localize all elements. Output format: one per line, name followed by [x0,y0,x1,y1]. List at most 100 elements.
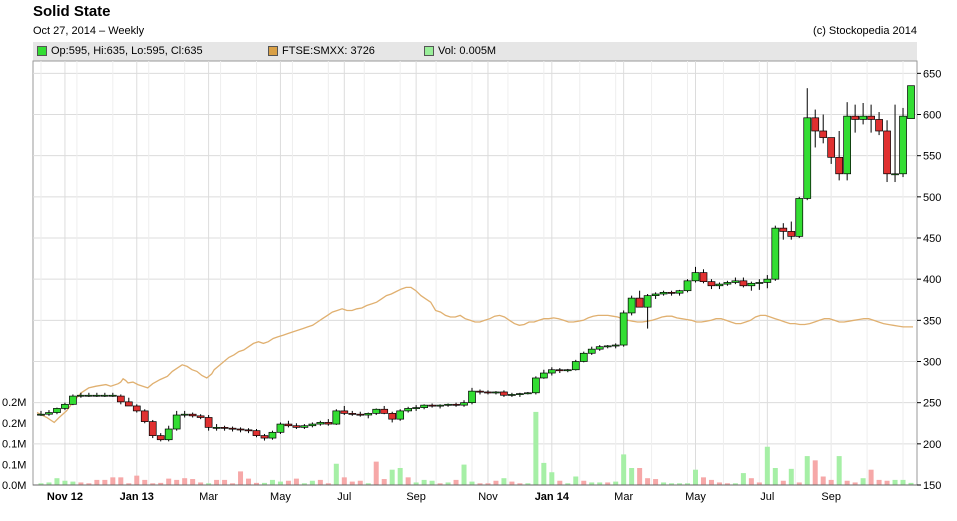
candle-body [372,408,381,414]
candle-body [835,156,844,175]
legend-item-ftse: FTSE:SMXX: 3726 [268,45,375,57]
volume-bar [756,482,762,485]
candle-body [332,410,341,425]
y-tick-label: 600 [923,110,941,122]
volume-bar [110,477,116,485]
candle-body [795,198,804,237]
x-tick-label: May [270,491,291,503]
candle-body [667,291,676,294]
volume-bar [269,479,275,485]
candle-body [547,369,556,374]
volume-bar [661,482,667,485]
candle-body [348,413,357,415]
volume-bar [206,483,212,485]
candle-body [396,410,405,420]
volume-axis-label: 0.0M [2,480,26,492]
volume-bar [238,471,244,485]
candle-body [563,369,572,372]
candle-body [100,394,109,397]
candle-body [707,281,716,287]
volume-bar [485,483,491,485]
candle-body [587,348,596,354]
candle-body [188,413,197,417]
candle-body [77,394,85,397]
candle-body [619,312,628,346]
volume-bar [469,481,475,485]
volume-bar [605,482,611,485]
y-tick-label: 500 [923,192,941,204]
volume-bar [780,480,786,485]
candle-body [292,425,301,428]
volume-bar [70,481,76,485]
candle-body [651,293,660,296]
volume-bar [613,481,619,485]
candle-body [93,394,101,397]
volume-bar [764,446,770,485]
volume-bar [868,469,874,485]
volume-bar [509,481,515,485]
volume-bar [700,477,706,485]
x-tick-label: Nov 12 [47,491,83,503]
candle-body [460,402,468,406]
volume-bar [629,468,635,485]
volume-bar [254,482,259,485]
volume-bar [341,477,347,485]
volume-bar [94,479,100,485]
candle-body [220,427,229,429]
volume-bar [477,483,483,485]
candle-body [404,408,413,412]
candle-body [803,117,812,199]
chart-title: Solid State [33,3,111,20]
candle-body [819,130,828,138]
y-tick-label: 550 [923,151,941,163]
candle-body [37,413,45,416]
candle-body [843,115,852,175]
candle-body [907,85,915,119]
candle-body [635,297,644,308]
volume-bar [876,479,882,485]
candle-body [428,404,436,407]
candle-body [45,412,53,415]
candle-body [539,372,548,379]
legend-item-volume: Vol: 0.005M [424,45,496,57]
candle-body [108,394,117,397]
volume-bar [453,479,459,485]
volume-bar [421,479,427,485]
volume-bar [860,478,866,485]
candle-body [61,403,69,409]
volume-bar [309,480,315,485]
candle-body [244,429,253,432]
volume-bar [533,411,539,485]
legend-bar: Op:595, Hi:635, Lo:595, Cl:635 FTSE:SMXX… [33,42,917,61]
ftse-line [36,286,913,424]
volume-bar [565,483,571,485]
candle-body [699,272,708,282]
candle-body [468,390,476,404]
candle-body [739,280,748,287]
candle-body [484,391,492,394]
y-tick-label: 450 [923,233,941,245]
volume-axis-label: 0.1M [2,439,26,451]
candle-body [516,393,524,395]
candle-body [771,227,780,280]
volume-bar [669,483,675,485]
candle-body [659,291,668,295]
chart-subtitle: Oct 27, 2014 – Weekly [33,25,145,37]
volume-bar [349,481,355,485]
legend-swatch-ftse [268,46,278,56]
volume-bar [277,481,283,485]
volume-axis-label: 0.1M [2,459,26,471]
x-tick-label: May [685,491,706,503]
volume-bar [884,480,890,485]
volume-bar [86,483,92,485]
candle-body [595,346,604,350]
volume-axis-label: 0.2M [2,418,26,430]
candle-body [172,414,181,430]
candle-body [140,410,149,422]
candle-body [500,391,508,396]
volume-bar [812,460,818,485]
candle-body [859,115,867,120]
legend-label-ftse: FTSE:SMXX: 3726 [282,45,375,57]
x-tick-label: Mar [614,491,633,503]
